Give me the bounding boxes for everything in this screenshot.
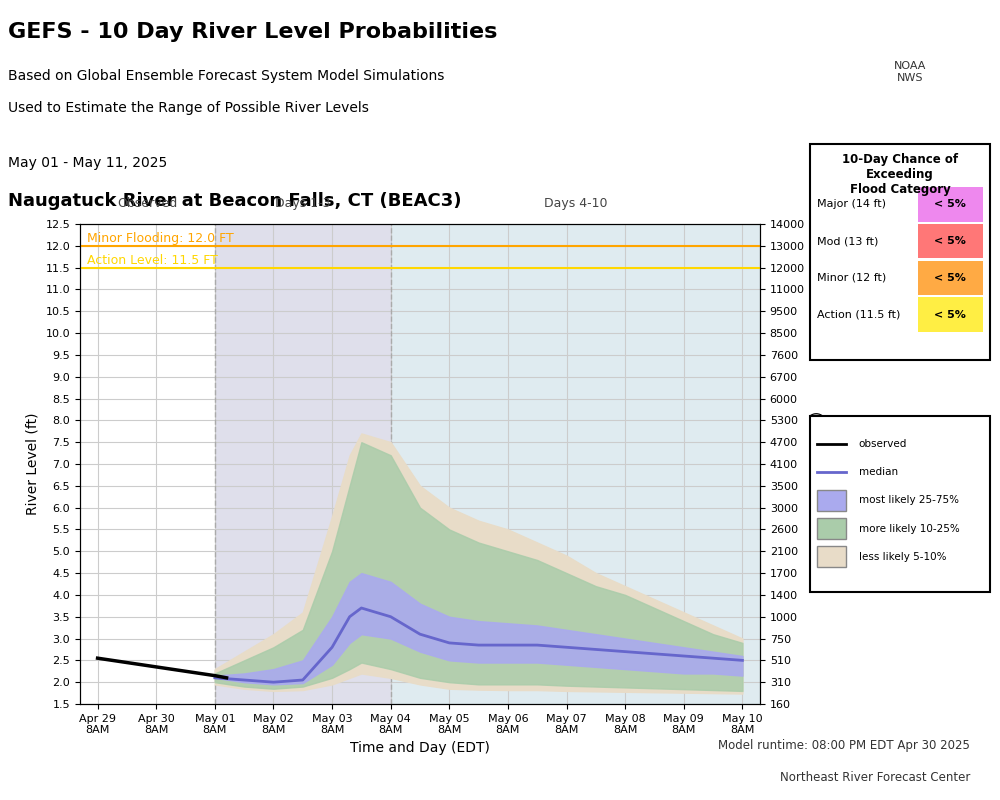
FancyBboxPatch shape — [817, 490, 846, 511]
Text: median: median — [859, 467, 898, 478]
Text: Days 1-3: Days 1-3 — [275, 197, 331, 210]
median — [344, 612, 356, 622]
Text: less likely 5-10%: less likely 5-10% — [859, 552, 946, 562]
X-axis label: Time and Day (EDT): Time and Day (EDT) — [350, 741, 490, 755]
median — [355, 603, 367, 613]
Text: Based on Global Ensemble Forecast System Model Simulations: Based on Global Ensemble Forecast System… — [8, 69, 445, 83]
FancyBboxPatch shape — [817, 546, 846, 567]
median — [385, 612, 397, 622]
median — [238, 675, 250, 685]
median — [590, 645, 602, 654]
Bar — [391, 224, 760, 704]
observed — [121, 658, 133, 667]
Text: Minor Flooding: 12.0 FT: Minor Flooding: 12.0 FT — [87, 232, 234, 246]
median — [736, 655, 748, 665]
observed — [92, 654, 104, 663]
Text: Major (14 ft): Major (14 ft) — [817, 199, 886, 210]
median — [648, 649, 660, 658]
FancyBboxPatch shape — [817, 518, 846, 539]
median — [561, 642, 573, 652]
median — [473, 640, 485, 650]
Text: most likely 25-75%: most likely 25-75% — [859, 495, 959, 506]
FancyBboxPatch shape — [810, 144, 990, 360]
median — [443, 638, 455, 648]
Line: observed: observed — [98, 658, 227, 678]
median — [414, 630, 426, 639]
observed — [209, 671, 221, 681]
FancyBboxPatch shape — [918, 187, 983, 222]
median — [619, 647, 631, 657]
FancyBboxPatch shape — [918, 261, 983, 295]
Text: 10-Day Chance of
Exceeding
Flood Category: 10-Day Chance of Exceeding Flood Categor… — [842, 153, 958, 196]
median — [502, 640, 514, 650]
Text: more likely 10-25%: more likely 10-25% — [859, 524, 959, 534]
Text: Mod (13 ft): Mod (13 ft) — [817, 236, 879, 246]
Bar — [215, 224, 391, 704]
Bar — [80, 224, 215, 704]
Text: Action (11.5 ft): Action (11.5 ft) — [817, 310, 901, 320]
Text: GEFS - 10 Day River Level Probabilities: GEFS - 10 Day River Level Probabilities — [8, 22, 498, 42]
median — [531, 640, 543, 650]
FancyBboxPatch shape — [918, 298, 983, 332]
median — [326, 642, 338, 652]
FancyBboxPatch shape — [918, 224, 983, 258]
Text: < 5%: < 5% — [934, 273, 966, 283]
Y-axis label: River Flow (cfs): River Flow (cfs) — [810, 410, 824, 518]
median — [707, 654, 719, 663]
Text: < 5%: < 5% — [934, 236, 966, 246]
Text: NOAA
NWS: NOAA NWS — [894, 62, 926, 82]
median — [267, 678, 279, 687]
median — [209, 673, 221, 682]
Text: < 5%: < 5% — [934, 199, 966, 210]
Text: May 01 - May 11, 2025: May 01 - May 11, 2025 — [8, 156, 167, 170]
Text: observed: observed — [859, 439, 907, 449]
Text: Days 4-10: Days 4-10 — [544, 197, 607, 210]
Text: < 5%: < 5% — [934, 310, 966, 320]
observed — [180, 666, 192, 676]
Text: Model runtime: 08:00 PM EDT Apr 30 2025: Model runtime: 08:00 PM EDT Apr 30 2025 — [718, 739, 970, 752]
Text: Action Level: 11.5 FT: Action Level: 11.5 FT — [87, 254, 218, 267]
median — [678, 651, 690, 661]
Text: Naugatuck River at Beacon Falls, CT (BEAC3): Naugatuck River at Beacon Falls, CT (BEA… — [8, 192, 462, 210]
Text: Used to Estimate the Range of Possible River Levels: Used to Estimate the Range of Possible R… — [8, 101, 369, 114]
observed — [221, 673, 233, 682]
median — [297, 675, 309, 685]
Y-axis label: River Level (ft): River Level (ft) — [26, 413, 40, 515]
Line: median: median — [215, 608, 742, 682]
observed — [150, 662, 162, 672]
Text: Observed: Observed — [117, 197, 178, 210]
Text: Northeast River Forecast Center: Northeast River Forecast Center — [780, 771, 970, 784]
FancyBboxPatch shape — [810, 416, 990, 592]
Text: Minor (12 ft): Minor (12 ft) — [817, 273, 886, 283]
